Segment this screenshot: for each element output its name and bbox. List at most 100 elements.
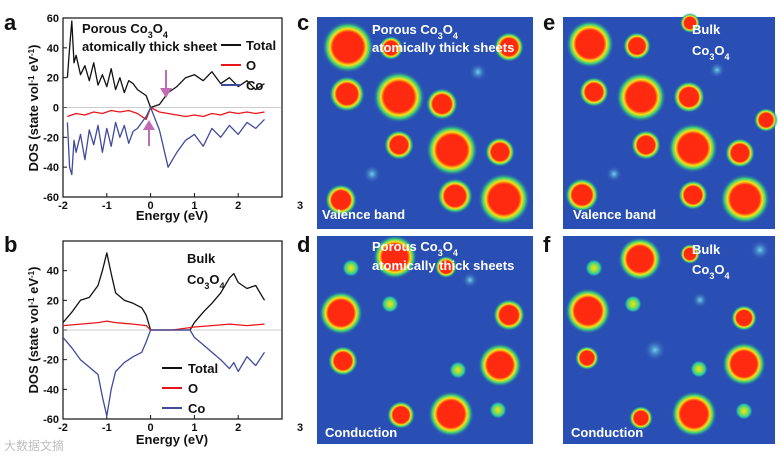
density-blob [680,244,700,264]
map-e-title-line2: Co3O4 [692,43,730,62]
density-blob [478,343,522,387]
density-blob [668,123,718,173]
y-tick-label: 0 [53,103,59,115]
density-blob [437,178,473,214]
xlabel-a: Energy (eV) [136,208,208,223]
density-blob [494,32,524,62]
density-blob [325,184,357,216]
density-dot [735,402,753,420]
ylabel-b: DOS (state vol-1 eV-1) [26,267,41,394]
density-blob [379,36,403,60]
y-tick-label: 40 [47,43,59,55]
arrows-a [143,70,172,146]
note-a-line2: atomically thick sheet [82,39,218,54]
y-tick-label: -40 [43,162,59,174]
series-line-total [63,252,266,331]
density-blob [631,130,661,160]
density-blob [673,81,705,113]
density-blob [478,173,530,225]
legend-label-total-a: Total [246,38,276,53]
legend-label-o-a: O [246,58,256,73]
x-tick-label: 2 [235,422,241,434]
map-c-title-line2: atomically thick sheets [372,40,514,55]
y-tick-label: -20 [43,132,59,144]
panel-a: a -60 -40 -20 0 20 40 60 -2 -1 0 1 2 3 DOS (state vo… [4,10,303,223]
density-faint [692,292,708,308]
x-tick-label: -2 [58,422,68,434]
density-blob [680,13,700,33]
series-line-o [67,106,265,121]
density-blob [629,406,653,430]
density-blob [720,174,770,224]
density-faint [644,339,666,361]
y-tick-label: 20 [47,73,59,85]
ylabel-a: DOS (state vol-1 eV-1) [26,45,41,172]
series-line-co [63,329,266,417]
panel-letter-d: d [297,232,310,257]
watermark: 大数据文摘 [4,438,64,453]
x-tick-label: 1 [191,422,197,434]
density-faint [462,272,478,288]
density-blob [373,71,425,123]
ticks-a: -60 -40 -20 0 20 40 60 -2 -1 0 1 2 3 [43,13,303,212]
density-blob [426,124,478,176]
legend-label-co-b: Co [188,401,205,416]
x-tick-label: 3 [297,422,303,434]
density-dot [489,401,507,419]
y-tick-label: 20 [47,295,59,307]
map-d-title-line2: atomically thick sheets [372,258,514,273]
x-tick-label: 2 [235,200,241,212]
map-c-title-line1: Porous Co3O4 [372,22,458,41]
ticks-b: -60 -40 -20 0 20 40 -2 -1 0 1 2 3 [43,266,303,434]
density-blob [579,77,609,107]
legend-label-o-b: O [188,381,198,396]
density-blob [616,72,666,122]
y-tick-label: -40 [43,384,59,396]
legend-b: Total O Co [162,361,218,416]
density-blob [565,288,611,334]
density-blob [754,108,778,132]
density-blob [387,401,415,429]
density-faint [709,62,725,78]
map-f-bottom-label: Conduction [571,425,643,440]
density-blob [618,237,662,281]
x-tick-label: -1 [102,422,112,434]
density-blob [384,130,414,160]
density-faint [469,63,487,81]
xlabel-b: Energy (eV) [136,432,208,447]
map-f-density [565,237,770,437]
density-blob [322,21,374,73]
density-dot [624,295,642,313]
panel-letter-f: f [543,232,551,257]
density-blob [319,291,363,335]
series-line-co [66,106,265,176]
density-blob [493,299,525,331]
panel-c: c Porous Co3O4 atomically thick sheets V… [297,10,533,229]
arrow-head-a2 [160,88,172,98]
density-blob [565,178,599,212]
density-blob [426,88,458,120]
panel-letter-c: c [297,10,309,35]
x-tick-label: -1 [102,200,112,212]
density-blob [329,76,365,112]
density-blob [722,342,766,386]
legend-a: Total O Co [221,38,276,93]
density-blob [373,235,417,279]
density-faint [750,240,770,260]
map-c-bottom-label: Valence band [322,207,405,222]
y-tick-label: -60 [43,192,59,204]
density-blob [731,305,757,331]
note-b-line2: Co3O4 [187,272,225,291]
y-tick-label: 60 [47,13,59,25]
map-d-bottom-label: Conduction [325,425,397,440]
dos-lines-b [63,252,282,417]
density-blob [623,32,651,60]
density-faint [363,165,381,183]
density-blob [328,346,358,376]
series-line-total [66,20,265,109]
density-faint [606,166,622,182]
density-blob [435,256,457,278]
panel-letter-b: b [4,232,17,257]
y-tick-label: 40 [47,266,59,278]
